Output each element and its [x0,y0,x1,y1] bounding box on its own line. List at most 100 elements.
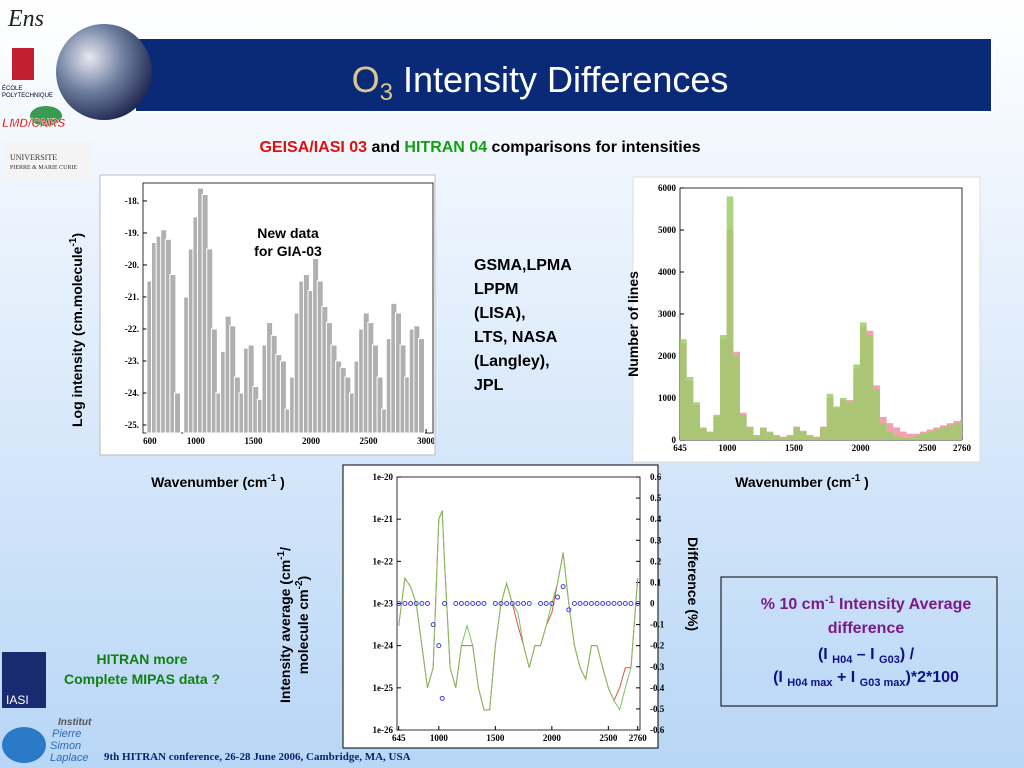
y-tick-label: 1e-26 [373,725,394,735]
y-tick-label: 1e-20 [373,472,394,482]
y-tick-label: 1e-25 [373,683,394,693]
marker [594,601,600,606]
source: LPPM [474,281,518,298]
histogram-bar [820,427,827,440]
histogram-bar [900,431,907,440]
logo-iasi: IASI [6,693,29,707]
marker [413,601,419,606]
x-tick-label: 2500 [918,443,937,453]
chart: 1e-20 1e-21 1e-22 1e-23 1e-24 1e-25 1e-26 0.6 0.… [373,472,665,743]
histogram-bar [800,431,807,440]
marker [492,601,498,606]
marker [605,601,611,606]
formula-box [720,576,998,707]
marker [504,601,510,606]
marker [419,601,425,606]
marker [560,584,566,590]
source: (LISA), [474,305,526,322]
bar [210,328,218,434]
source-list: GSMA,LPMA LPPM (LISA), LTS, NASA (Langle… [474,257,572,394]
marker [441,601,447,606]
histogram-bar [713,414,720,440]
x-tick-label: 2000 [852,443,871,453]
title-bar [134,37,993,113]
marker [453,601,459,606]
y2-tick-label: -0.3 [650,662,665,672]
marker [498,601,504,606]
y-axis-label: molecule cm-2) [294,576,311,674]
y-tick-label: -22. [125,324,139,334]
histogram-bar [940,427,947,440]
y2-tick-label: -0.6 [650,725,665,735]
bar [279,360,287,434]
marker [509,601,515,606]
x-tick-label: 1000 [430,733,449,743]
marker [439,695,445,701]
formula: % 10 cm-1 Intensity Average difference (… [761,594,972,689]
x-tick-label: 3000 [417,436,436,446]
marker [543,601,549,606]
y2-tick-label: -0.1 [650,620,665,630]
y2-tick-label: -0.5 [650,704,665,714]
y2-tick-label: 0.3 [650,535,662,545]
marker [526,601,532,606]
histogram-bar [906,437,914,440]
histogram-bar [853,364,860,440]
logo-ipsl: Pierre [52,728,81,740]
formula-line: (I H04 max + I G03 max)*2*100 [773,669,959,689]
y2-tick-label: 0.4 [650,514,662,524]
histogram-bar [826,393,834,440]
histogram-bar [806,435,814,440]
source: (Langley), [474,353,550,370]
y2-tick-label: -0.4 [650,683,665,693]
marker [583,601,589,606]
histogram-bar [793,427,800,440]
y2-tick-label: -0.2 [650,641,665,651]
marker [470,601,476,606]
histogram-bar [686,377,694,440]
histogram-bar [706,431,714,440]
histogram-bar [680,339,687,440]
logo-upmc: PIERRE & MARIE CURIE [10,165,78,171]
x-tick-label: 645 [673,443,687,453]
y2-tick-label: 0.6 [650,472,662,482]
histogram-bar [860,322,867,440]
x-axis-label: Wavenumber (cm-1 ) [151,473,285,490]
x-tick-label: 2500 [599,733,618,743]
formula-line: % 10 cm-1 Intensity Average [761,594,972,613]
marker [475,601,481,606]
y-tick-label: 0 [672,435,677,445]
y-axis-label: Intensity average (cm-1/ [276,547,293,703]
y-tick-label: 3000 [658,309,677,319]
y-tick-label: 1000 [658,393,677,403]
histogram-bar [920,433,927,440]
annotation: for GIA-03 [254,243,322,259]
annotation: New data [257,225,319,241]
source: JPL [474,377,504,394]
y-tick-label: 5000 [658,225,677,235]
histogram-bar [913,435,920,440]
x-tick-label: 2000 [543,733,562,743]
logo-lmd-shape [30,106,62,126]
marker [515,601,521,606]
y-tick-label: 4000 [658,267,677,277]
histogram-bar [693,402,700,440]
y2-tick-label: 0.2 [650,556,662,566]
x-tick-label: 600 [143,436,157,446]
marker [408,601,414,606]
marker [566,607,572,613]
logo-ipsl: Institut [58,717,92,728]
histogram-bar [786,435,794,440]
marker [402,601,408,606]
y-tick-label: 1e-24 [373,641,394,651]
histogram-bar [900,437,907,440]
histogram-bar [906,433,914,440]
logo-poly: POLYTECHNIQUE [2,93,53,99]
y-axis-label: Number of lines [625,271,641,377]
y-tick-label: 1e-22 [373,556,394,566]
marker [458,601,464,606]
histogram-bar [846,402,854,440]
marker [611,601,617,606]
y-tick-label: -18. [125,196,139,206]
